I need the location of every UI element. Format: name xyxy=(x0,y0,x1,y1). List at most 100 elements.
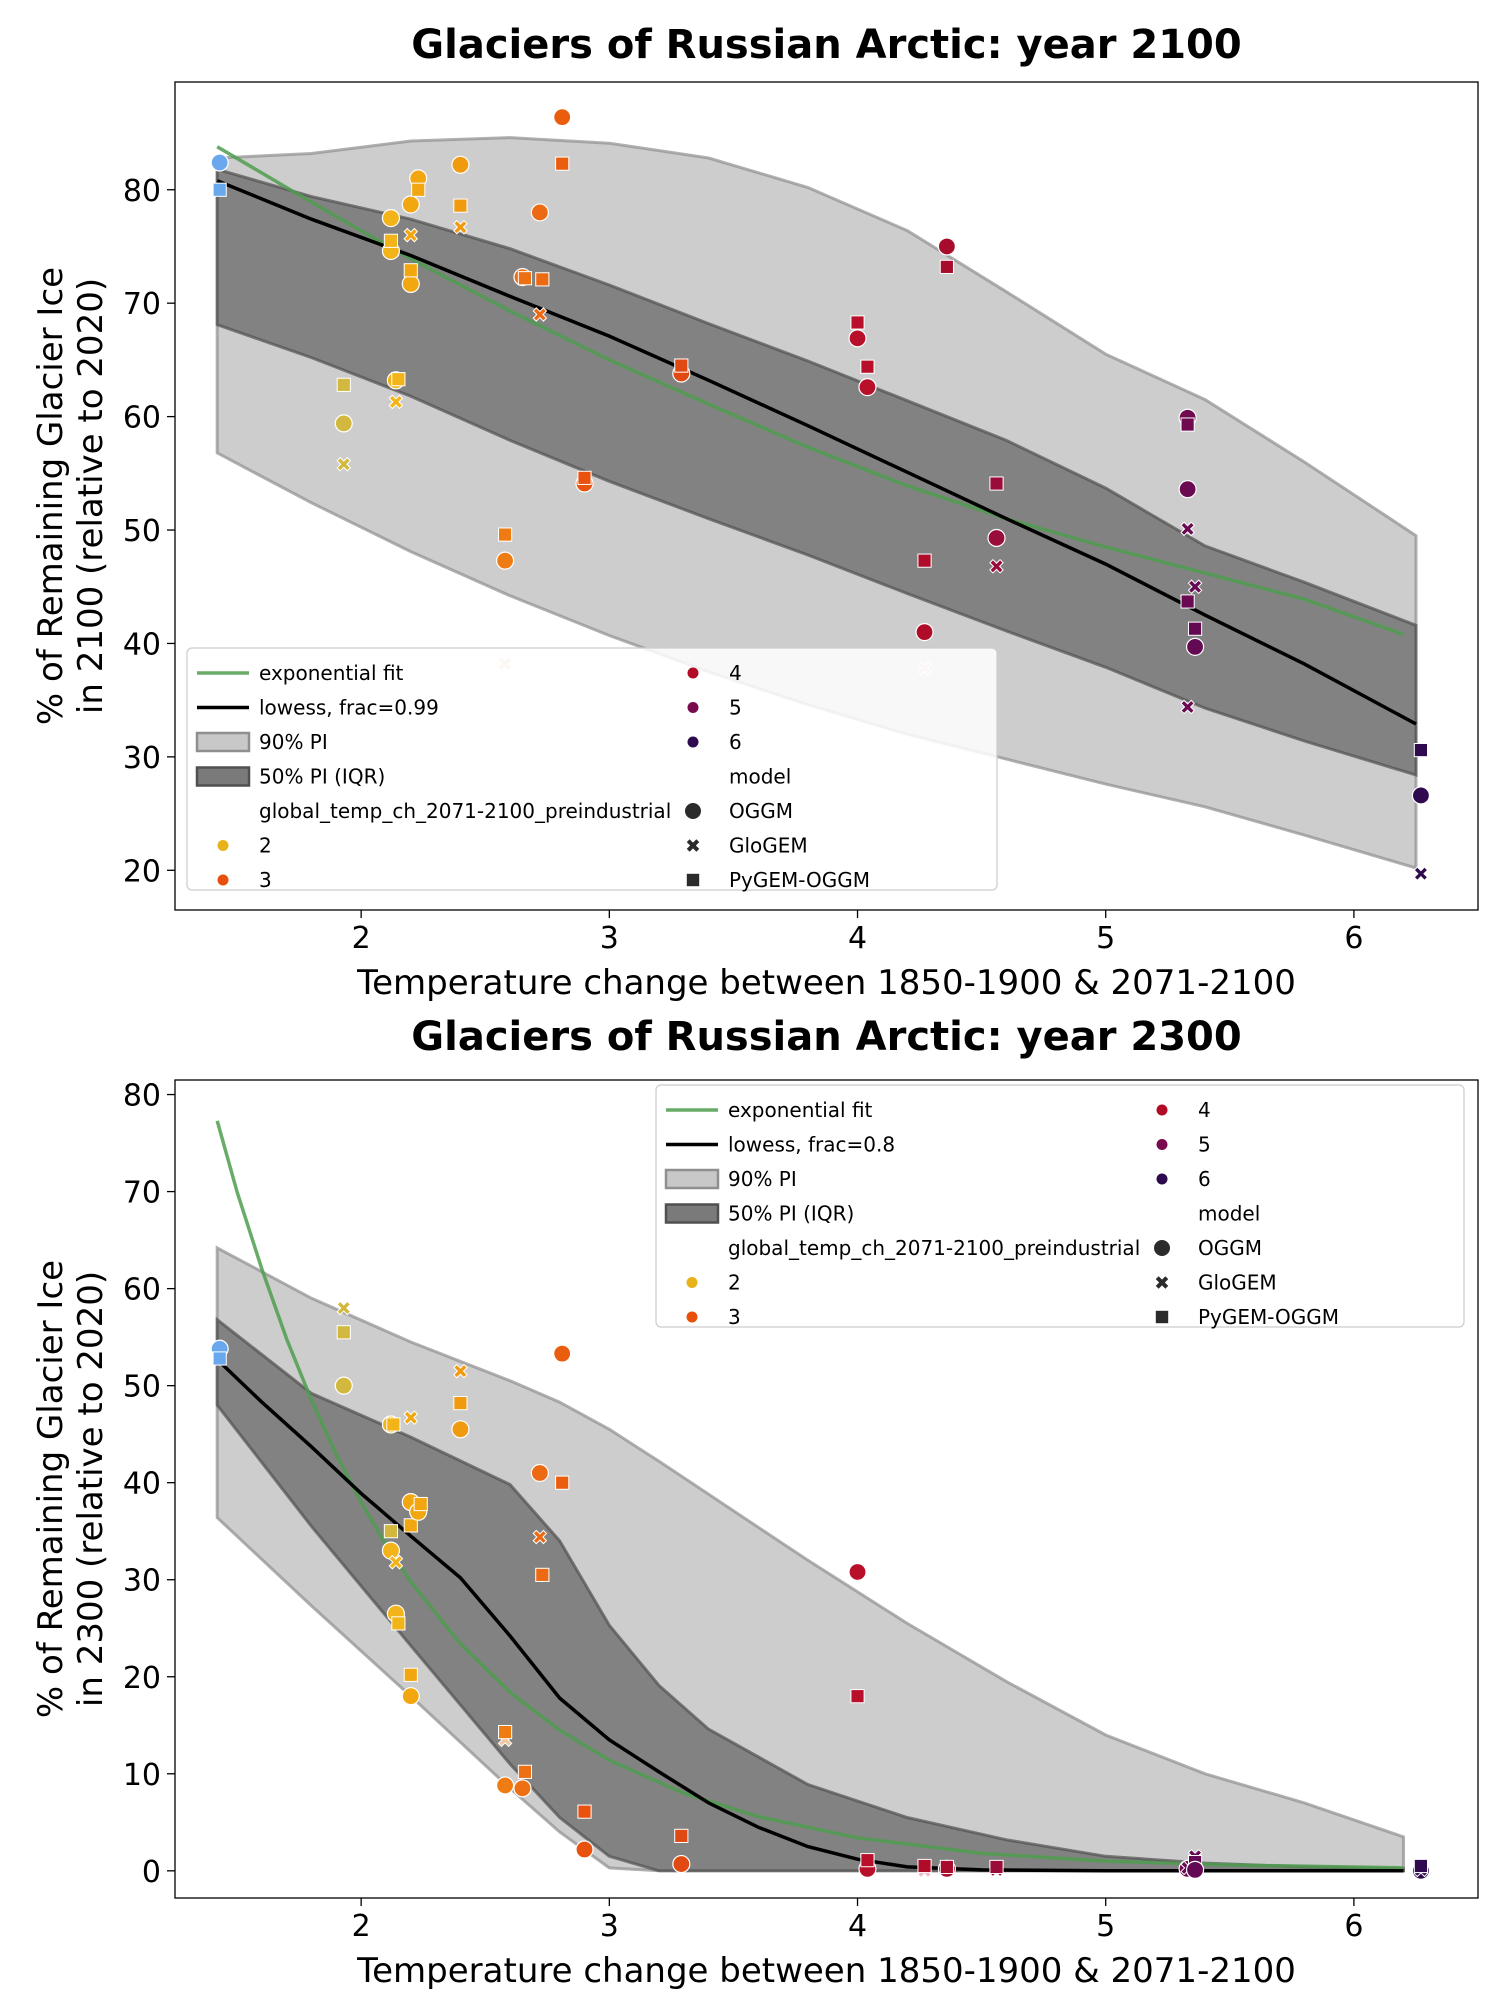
legend-label: 90% PI xyxy=(259,730,328,754)
y-tick-label: 10 xyxy=(123,1758,161,1793)
data-point-38 xyxy=(850,1689,865,1704)
y-axis-label-line: % of Remaining Glacier Ice xyxy=(31,267,71,725)
data-point-35 xyxy=(672,1854,691,1874)
data-point-56 xyxy=(1411,786,1431,805)
legend-label: 3 xyxy=(259,868,272,892)
plot-area xyxy=(210,108,1431,882)
data-point-19 xyxy=(453,219,468,235)
data-point-38 xyxy=(860,359,875,374)
data-point-44 xyxy=(987,528,1006,548)
legend-label: OGGM xyxy=(729,799,793,823)
data-point-8 xyxy=(383,1524,399,1539)
x-tick-label: 3 xyxy=(600,921,619,956)
data-points xyxy=(210,1300,1431,1880)
data-point-21 xyxy=(495,551,515,570)
data-point-1 xyxy=(210,153,229,172)
axes-frame xyxy=(174,1079,1479,1899)
data-point-58 xyxy=(1413,742,1429,758)
data-point-50 xyxy=(1180,521,1195,537)
data-point-14 xyxy=(403,227,419,243)
plot-area xyxy=(210,1120,1431,1880)
data-point-12 xyxy=(401,195,420,214)
y-tick-label: 60 xyxy=(123,1273,161,1308)
y-tick-label: 0 xyxy=(142,1855,161,1890)
y-tick-label: 60 xyxy=(123,401,161,436)
legend-label: 50% PI (IQR) xyxy=(259,765,385,789)
lowess-line xyxy=(216,179,1417,726)
data-point-39 xyxy=(915,623,934,642)
data-point-15 xyxy=(403,1410,419,1426)
data-point-11 xyxy=(388,1554,404,1570)
legend-label: 90% PI xyxy=(728,1167,797,1191)
data-point-5 xyxy=(336,377,351,392)
data-point-53 xyxy=(1185,637,1205,656)
legend-swatch-pi50 xyxy=(195,766,251,787)
data-point-42 xyxy=(937,237,956,256)
data-point-49 xyxy=(1178,480,1197,499)
data-point-25 xyxy=(498,1724,513,1740)
legend-swatch-model xyxy=(1154,1240,1170,1256)
legend-swatch-model xyxy=(685,803,701,819)
data-point-2 xyxy=(212,182,227,197)
y-tick-label: 50 xyxy=(123,514,161,549)
y-tick-label: 70 xyxy=(123,1176,161,1211)
legend-label: 6 xyxy=(729,730,742,754)
data-point-35 xyxy=(848,329,867,348)
data-point-18 xyxy=(451,155,470,174)
data-point-41 xyxy=(917,553,932,568)
legend-swatch-model xyxy=(686,839,700,852)
legend-label: 6 xyxy=(1198,1167,1211,1191)
legend-label: PyGEM-OGGM xyxy=(1198,1305,1339,1329)
data-point-33 xyxy=(575,1840,594,1859)
data-point-36 xyxy=(674,1828,689,1843)
exponential-fit-line xyxy=(215,1120,1404,1870)
data-points xyxy=(210,108,1431,882)
data-point-17 xyxy=(403,1667,418,1682)
data-point-27 xyxy=(517,1764,533,1779)
pi50-band xyxy=(215,167,1418,778)
y-tick-label: 30 xyxy=(123,1564,161,1599)
data-point-23 xyxy=(498,527,513,542)
y-tick-label: 30 xyxy=(123,741,161,776)
legend-label: lowess, frac=0.8 xyxy=(728,1133,895,1157)
legend-label: 5 xyxy=(729,696,742,720)
data-point-48 xyxy=(1180,417,1195,432)
chart-title: Glaciers of Russian Arctic: year 2300 xyxy=(411,1014,1241,1060)
data-point-34 xyxy=(674,358,689,373)
legend-label: 2 xyxy=(728,1271,741,1295)
x-axis-label: Temperature change between 1850-1900 & 2… xyxy=(356,1951,1296,1991)
data-point-32 xyxy=(577,470,592,485)
y-tick-label: 40 xyxy=(123,1467,161,1502)
chart-title: Glaciers of Russian Arctic: year 2100 xyxy=(411,22,1241,68)
legend-label: 5 xyxy=(1198,1133,1211,1157)
legend-swatch-temp xyxy=(686,1311,698,1323)
legend-swatch-pi90 xyxy=(195,731,251,753)
legend-label: model xyxy=(1198,1202,1260,1226)
data-point-54 xyxy=(1187,579,1203,595)
data-point-5 xyxy=(336,1325,351,1340)
legend-swatch-temp xyxy=(687,702,699,713)
data-point-45 xyxy=(989,558,1004,574)
data-point-26 xyxy=(530,203,549,222)
data-point-21 xyxy=(453,1363,468,1379)
data-point-15 xyxy=(403,263,418,278)
chart-panel-1: 2 3 4 5 6 20 30 40 50 60 70 80 Glaciers of Russian A… xyxy=(31,22,1479,1003)
data-point-13 xyxy=(401,274,420,293)
data-point-28 xyxy=(530,1463,549,1483)
data-point-8 xyxy=(383,233,399,248)
axes-frame xyxy=(174,81,1479,911)
legend-label: global_temp_ch_2071-2100_preindustrial xyxy=(728,1236,1140,1260)
data-point-22 xyxy=(453,1396,468,1411)
data-point-36 xyxy=(850,315,865,330)
data-point-20 xyxy=(451,1420,470,1439)
legend: exponential fit lowess, frac=0.8 90% PI 50%… xyxy=(655,1084,1465,1329)
data-point-37 xyxy=(858,378,877,397)
y-tick-label: 20 xyxy=(123,854,161,889)
data-point-30 xyxy=(555,156,570,171)
data-point-6 xyxy=(381,209,401,228)
legend-label: 4 xyxy=(1198,1098,1211,1122)
x-tick-label: 3 xyxy=(600,1909,619,1944)
y-tick-label: 80 xyxy=(123,174,161,209)
data-point-43 xyxy=(939,259,954,274)
data-point-17 xyxy=(411,182,426,197)
